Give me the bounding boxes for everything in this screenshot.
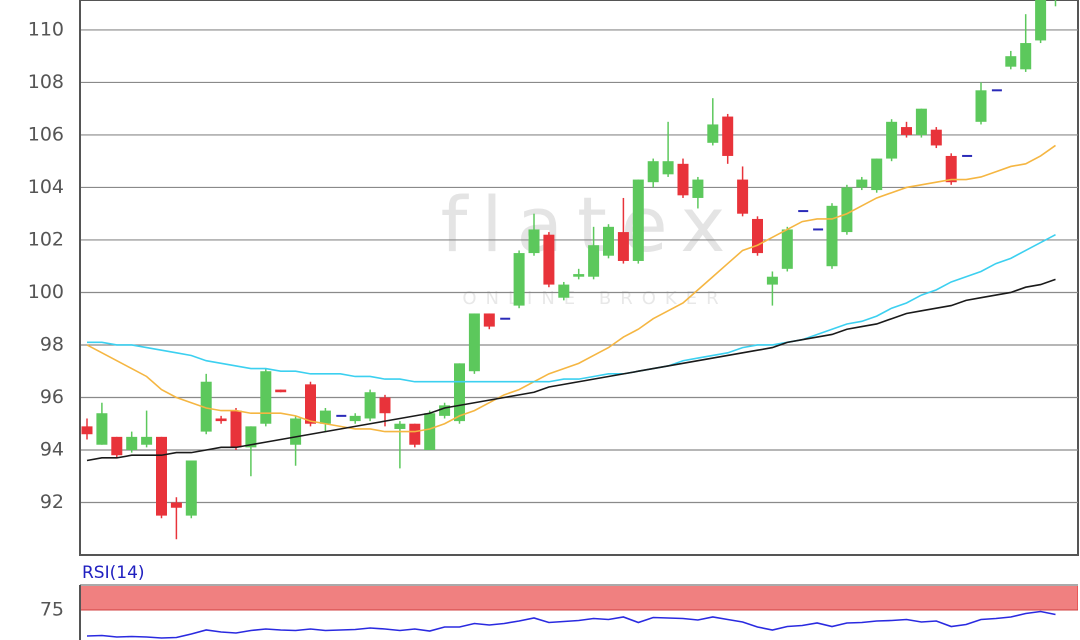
rsi-axis: 75 xyxy=(40,599,64,621)
candle-body xyxy=(603,226,614,256)
main-axis: 92 94 96 98 100 102 104 106 108 110 xyxy=(28,18,64,513)
candle-body xyxy=(364,392,376,419)
candle-body xyxy=(230,410,242,448)
line-series xyxy=(86,278,1056,462)
rsi-band xyxy=(81,586,1078,611)
candle-body xyxy=(439,405,451,416)
candle-body xyxy=(96,413,108,445)
line-series xyxy=(87,233,1056,383)
candle-body xyxy=(662,161,674,175)
candle-body xyxy=(305,384,316,424)
candle-body xyxy=(275,389,287,393)
candle-body xyxy=(945,155,957,183)
candle-body xyxy=(692,179,704,198)
candle-body xyxy=(379,397,391,414)
candle-body xyxy=(886,121,898,159)
candle-body xyxy=(975,90,987,122)
watermark-sub: ONLINE BROKER xyxy=(462,288,727,309)
y-tick-label: 98 xyxy=(40,333,64,355)
candle-body xyxy=(915,108,927,135)
candle-body xyxy=(290,418,302,445)
candle-body xyxy=(394,423,406,429)
candle-body xyxy=(215,418,227,422)
line-series xyxy=(86,610,1056,639)
candle-body xyxy=(856,179,868,188)
candle-body xyxy=(573,274,585,277)
candle-body xyxy=(1035,0,1047,41)
y-tick-label: 102 xyxy=(28,228,64,250)
candle-body xyxy=(185,460,197,516)
y-tick-label: 108 xyxy=(28,71,64,93)
rsi-title: RSI(14) xyxy=(82,563,145,583)
candle-body xyxy=(245,426,257,448)
candle-body xyxy=(558,284,570,298)
candle-body xyxy=(752,218,763,254)
candle-body xyxy=(468,313,480,372)
candle-body xyxy=(826,205,838,267)
rsi-plot xyxy=(81,586,1078,639)
candle-body xyxy=(841,187,853,233)
candle-body xyxy=(871,158,883,191)
y-tick-label: 92 xyxy=(40,491,64,513)
candle-body xyxy=(260,371,272,424)
candle-body xyxy=(647,161,659,183)
candle-body xyxy=(737,179,749,214)
y-tick-label: 75 xyxy=(40,599,64,621)
candle-body xyxy=(513,253,525,306)
candle-body xyxy=(588,245,600,277)
candle-body xyxy=(707,124,719,143)
y-tick-label: 94 xyxy=(40,438,64,460)
candle-body xyxy=(901,127,912,135)
candle-body xyxy=(141,436,153,445)
candle-body xyxy=(930,129,942,146)
candle-body xyxy=(126,436,138,450)
y-tick-label: 104 xyxy=(28,176,64,198)
candle-body xyxy=(319,410,331,424)
candle-body xyxy=(349,415,361,422)
candle-body xyxy=(766,276,778,285)
candle-body xyxy=(617,232,629,261)
y-tick-label: 96 xyxy=(40,386,64,408)
candle-body xyxy=(170,502,182,508)
candle-body xyxy=(1020,43,1032,70)
y-tick-label: 100 xyxy=(28,281,64,303)
candle-body xyxy=(1005,56,1017,67)
candle-body xyxy=(632,179,644,261)
line-series xyxy=(86,144,1056,433)
candle-body xyxy=(483,313,495,327)
y-tick-label: 110 xyxy=(28,18,64,40)
candle-body xyxy=(156,436,167,516)
y-tick-label: 106 xyxy=(28,123,64,145)
candle-body xyxy=(424,413,436,450)
candle-body xyxy=(81,426,93,435)
candle-body xyxy=(543,234,555,285)
candle-body xyxy=(722,116,734,156)
candle-body xyxy=(409,423,421,445)
main-plot xyxy=(81,0,1078,540)
candle-body xyxy=(677,163,689,196)
candle-body xyxy=(454,363,465,422)
candle-body xyxy=(528,229,540,254)
candle-body xyxy=(111,436,123,456)
candle-body xyxy=(200,381,212,432)
candle-body xyxy=(781,229,793,269)
